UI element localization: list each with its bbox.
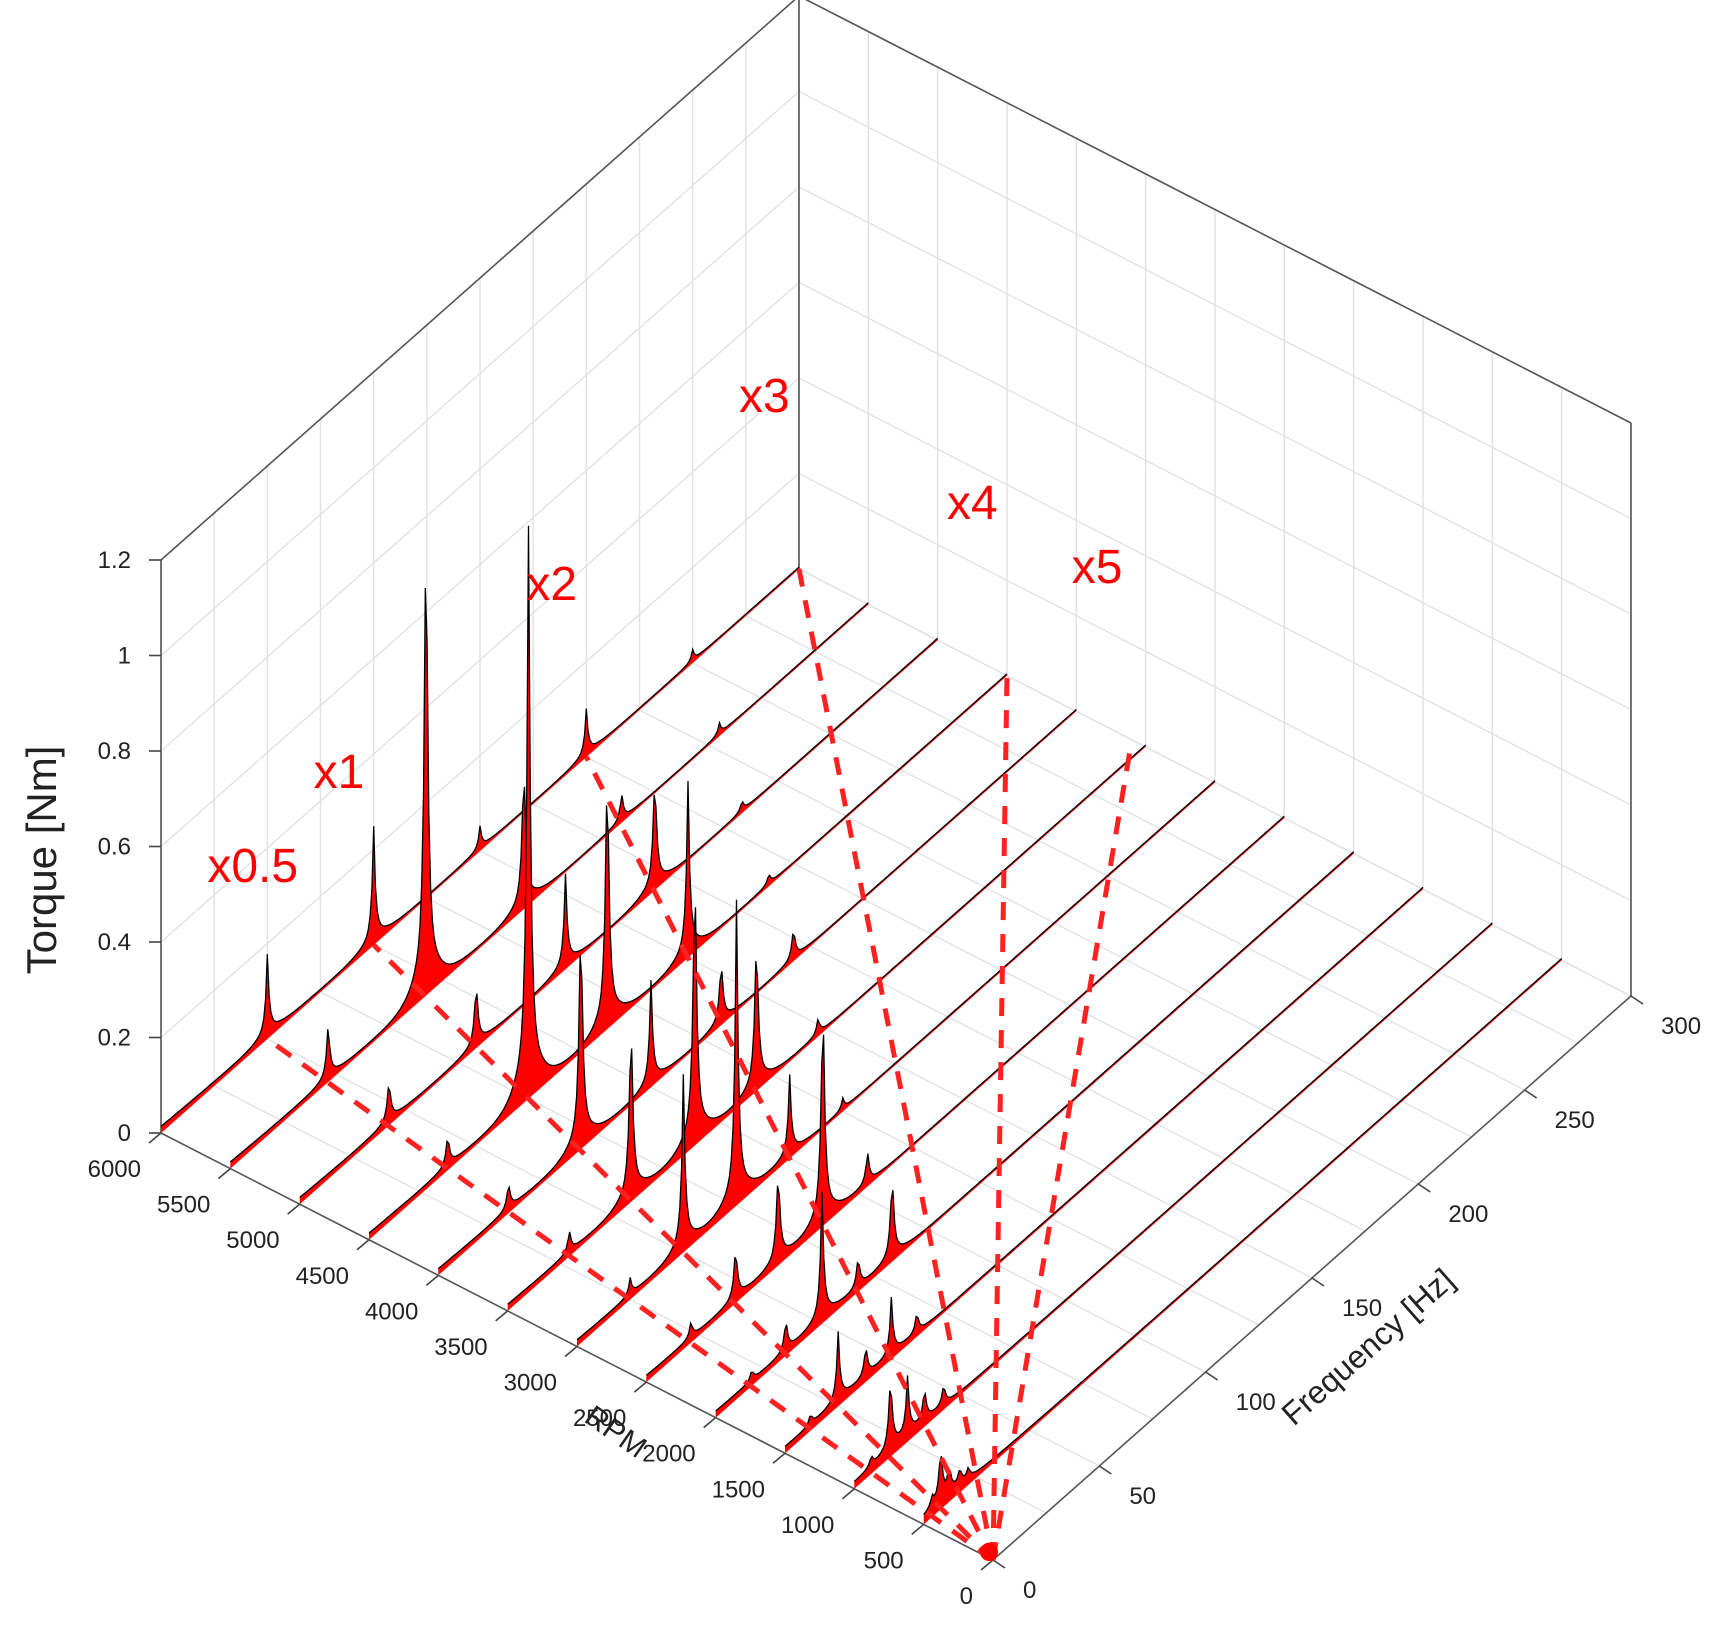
box-edge — [805, 0, 1632, 424]
rpm-tick — [356, 1239, 370, 1251]
rpm-tick — [911, 1523, 925, 1536]
spectrum-slice — [923, 958, 1563, 1525]
spectrum-line — [229, 587, 869, 1163]
torque-tick-label: 1.2 — [98, 547, 131, 574]
rpm-tick — [841, 1488, 855, 1500]
spectrum-slice — [784, 886, 1424, 1454]
frequency-tick — [1311, 1277, 1325, 1287]
grid-line-torque-side — [798, 377, 1632, 806]
rpm-tick — [772, 1452, 786, 1464]
rpm-tick — [633, 1381, 647, 1393]
order-lines-layer — [265, 568, 1135, 1563]
spectrum-line — [645, 815, 1285, 1376]
spectrum-slice — [576, 780, 1216, 1347]
rpm-tick-label: 6000 — [88, 1156, 141, 1183]
grid-line-torque-side — [798, 186, 1632, 615]
order-line — [371, 943, 995, 1562]
rpm-tick-label: 3000 — [504, 1370, 557, 1397]
order-line — [990, 675, 1010, 1561]
rpm-tick — [217, 1167, 231, 1180]
order-line — [265, 1036, 995, 1563]
order-label: x5 — [1072, 541, 1123, 594]
order-label: x3 — [739, 370, 790, 423]
rpm-tick-label: 0 — [960, 1583, 973, 1610]
spectrum-slice — [368, 525, 1008, 1240]
spectrum-slice — [229, 587, 869, 1169]
grid-line-torque-back — [160, 186, 800, 752]
torque-tick-label: 1 — [118, 643, 131, 670]
rpm-tick-label: 3500 — [434, 1334, 487, 1361]
rpm-tick-label: 1000 — [781, 1512, 834, 1539]
grid-line-frequency-floor — [745, 615, 1579, 1044]
order-line — [796, 568, 996, 1561]
rpm-tick-label: 4000 — [365, 1298, 418, 1325]
rpm-tick-label: 2500 — [573, 1405, 626, 1432]
origin-marker — [980, 1543, 998, 1561]
grid-line-torque-back — [160, 281, 800, 848]
frequency-tick — [1205, 1371, 1219, 1381]
spectrum-slice — [645, 815, 1285, 1383]
order-line — [990, 739, 1135, 1561]
rpm-tick — [703, 1417, 717, 1429]
torque-tick-label: 0 — [118, 1120, 131, 1147]
grid-line-torque-back — [160, 472, 800, 1039]
frequency-tick — [992, 1559, 1006, 1569]
rpm-tick-label: 2000 — [642, 1441, 695, 1468]
series-layer — [160, 525, 1563, 1525]
spectrum-slice — [507, 744, 1147, 1311]
spectrum-slice — [715, 851, 1355, 1418]
spectrum-area — [369, 525, 1007, 1240]
spectrum-slice — [853, 922, 1493, 1489]
rpm-tick — [564, 1345, 578, 1358]
rpm-tick — [495, 1310, 509, 1322]
torque-axis-title: Torque [Nm] — [18, 746, 65, 975]
order-label: x0.5 — [207, 840, 298, 893]
frequency-tick — [1524, 1089, 1538, 1099]
rpm-tick-label: 500 — [864, 1547, 904, 1574]
spectrum-line — [160, 566, 800, 1127]
frequency-tick-label: 150 — [1342, 1295, 1382, 1322]
frequency-tick — [1098, 1465, 1112, 1475]
spectrum-line — [715, 851, 1355, 1412]
frequency-tick — [1417, 1183, 1431, 1193]
frequency-tick-label: 100 — [1236, 1389, 1276, 1416]
rpm-tick-label: 1500 — [712, 1476, 765, 1503]
torque-tick-label: 0.4 — [98, 929, 131, 956]
order-label: x2 — [526, 558, 577, 611]
grid-line-torque-side — [798, 90, 1632, 520]
spectrum-line — [576, 780, 1216, 1341]
frequency-tick-label: 200 — [1448, 1201, 1488, 1228]
rpm-tick — [148, 1132, 162, 1144]
grid-line-torque-side — [798, 472, 1632, 902]
rpm-tick — [287, 1203, 301, 1215]
rpm-tick-label: 5500 — [157, 1192, 210, 1219]
frequency-tick-label: 250 — [1555, 1107, 1595, 1134]
torque-tick-label: 0.2 — [98, 1025, 131, 1052]
torque-tick-label: 0.8 — [98, 738, 131, 765]
rpm-tick — [980, 1559, 994, 1571]
rpm-tick — [425, 1274, 439, 1286]
frequency-tick — [1630, 995, 1644, 1005]
spectrum-line — [507, 744, 1147, 1305]
spectrum-line — [923, 958, 1563, 1515]
grid-line-torque-side — [798, 281, 1632, 711]
torque-tick-label: 0.6 — [98, 834, 131, 861]
rpm-tick-label: 5000 — [226, 1227, 279, 1254]
grid-line-torque-back — [160, 377, 800, 943]
order-label: x4 — [947, 477, 998, 530]
frequency-tick-label: 50 — [1129, 1483, 1156, 1510]
frequency-tick-label: 300 — [1661, 1013, 1701, 1040]
rpm-tick-label: 4500 — [296, 1263, 349, 1290]
order-label: x1 — [314, 746, 365, 799]
spectrum-slice — [160, 566, 800, 1133]
spectrum-line — [784, 886, 1424, 1447]
box-edge — [160, 0, 796, 561]
labels-layer: 0501001502002503000500100015002000250030… — [18, 370, 1701, 1610]
frequency-tick-label: 0 — [1023, 1577, 1036, 1604]
order-line — [584, 755, 996, 1562]
grid-line-torque-back — [160, 90, 800, 657]
spectrum-line — [368, 525, 1008, 1234]
